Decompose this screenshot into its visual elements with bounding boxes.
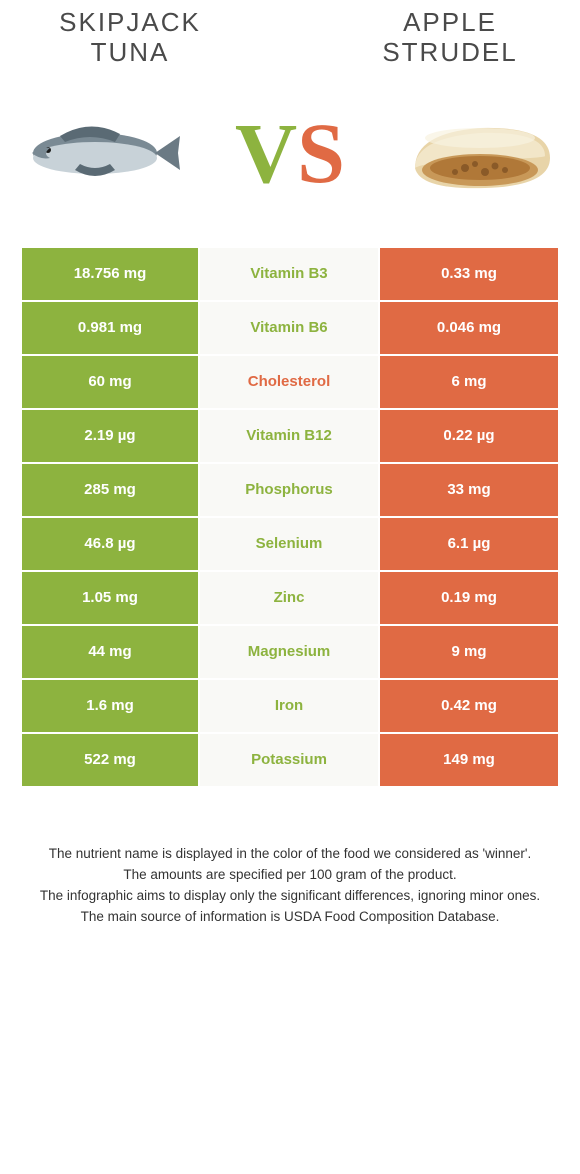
right-value-cell: 0.046 mg <box>380 302 558 354</box>
table-row: 0.981 mgVitamin B60.046 mg <box>22 302 558 356</box>
left-value-cell: 18.756 mg <box>22 248 200 300</box>
table-row: 46.8 µgSelenium6.1 µg <box>22 518 558 572</box>
left-value-cell: 44 mg <box>22 626 200 678</box>
table-row: 1.6 mgIron0.42 mg <box>22 680 558 734</box>
right-title-line1: Apple <box>403 7 497 37</box>
left-title-line1: Skipjack <box>59 7 201 37</box>
right-value-cell: 9 mg <box>380 626 558 678</box>
left-value-cell: 46.8 µg <box>22 518 200 570</box>
right-value-cell: 33 mg <box>380 464 558 516</box>
nutrient-name-cell: Iron <box>200 680 380 732</box>
images-row: VS <box>0 68 580 248</box>
footer-line-2: The amounts are specified per 100 gram o… <box>24 865 556 886</box>
table-row: 285 mgPhosphorus33 mg <box>22 464 558 518</box>
nutrient-name-cell: Phosphorus <box>200 464 380 516</box>
vs-v-letter: V <box>235 110 297 196</box>
header: Skipjack tuna Apple strudel <box>0 0 580 68</box>
left-value-cell: 522 mg <box>22 734 200 786</box>
left-value-cell: 2.19 µg <box>22 410 200 462</box>
nutrient-name-cell: Potassium <box>200 734 380 786</box>
right-value-cell: 6.1 µg <box>380 518 558 570</box>
right-value-cell: 6 mg <box>380 356 558 408</box>
nutrient-name-cell: Zinc <box>200 572 380 624</box>
table-row: 18.756 mgVitamin B30.33 mg <box>22 248 558 302</box>
table-row: 60 mgCholesterol6 mg <box>22 356 558 410</box>
table-row: 2.19 µgVitamin B120.22 µg <box>22 410 558 464</box>
footer-line-4: The main source of information is USDA F… <box>24 907 556 928</box>
table-row: 522 mgPotassium149 mg <box>22 734 558 788</box>
nutrient-name-cell: Vitamin B6 <box>200 302 380 354</box>
right-value-cell: 0.19 mg <box>380 572 558 624</box>
nutrient-name-cell: Cholesterol <box>200 356 380 408</box>
vs-badge: VS <box>235 110 345 196</box>
left-value-cell: 1.6 mg <box>22 680 200 732</box>
table-row: 44 mgMagnesium9 mg <box>22 626 558 680</box>
right-value-cell: 0.33 mg <box>380 248 558 300</box>
nutrient-name-cell: Vitamin B12 <box>200 410 380 462</box>
left-food-title: Skipjack tuna <box>30 8 230 68</box>
left-value-cell: 0.981 mg <box>22 302 200 354</box>
table-row: 1.05 mgZinc0.19 mg <box>22 572 558 626</box>
left-title-line2: tuna <box>91 37 170 67</box>
left-value-cell: 60 mg <box>22 356 200 408</box>
vs-s-letter: S <box>297 110 345 196</box>
footer-notes: The nutrient name is displayed in the co… <box>0 844 580 928</box>
footer-line-3: The infographic aims to display only the… <box>24 886 556 907</box>
nutrient-name-cell: Vitamin B3 <box>200 248 380 300</box>
right-value-cell: 0.42 mg <box>380 680 558 732</box>
right-title-line2: strudel <box>382 37 517 67</box>
strudel-image <box>395 98 560 208</box>
footer-line-1: The nutrient name is displayed in the co… <box>24 844 556 865</box>
right-value-cell: 0.22 µg <box>380 410 558 462</box>
tuna-image <box>20 98 185 208</box>
right-value-cell: 149 mg <box>380 734 558 786</box>
right-food-title: Apple strudel <box>350 8 550 68</box>
left-value-cell: 1.05 mg <box>22 572 200 624</box>
left-value-cell: 285 mg <box>22 464 200 516</box>
nutrient-name-cell: Magnesium <box>200 626 380 678</box>
nutrient-name-cell: Selenium <box>200 518 380 570</box>
nutrient-table: 18.756 mgVitamin B30.33 mg0.981 mgVitami… <box>22 248 558 788</box>
